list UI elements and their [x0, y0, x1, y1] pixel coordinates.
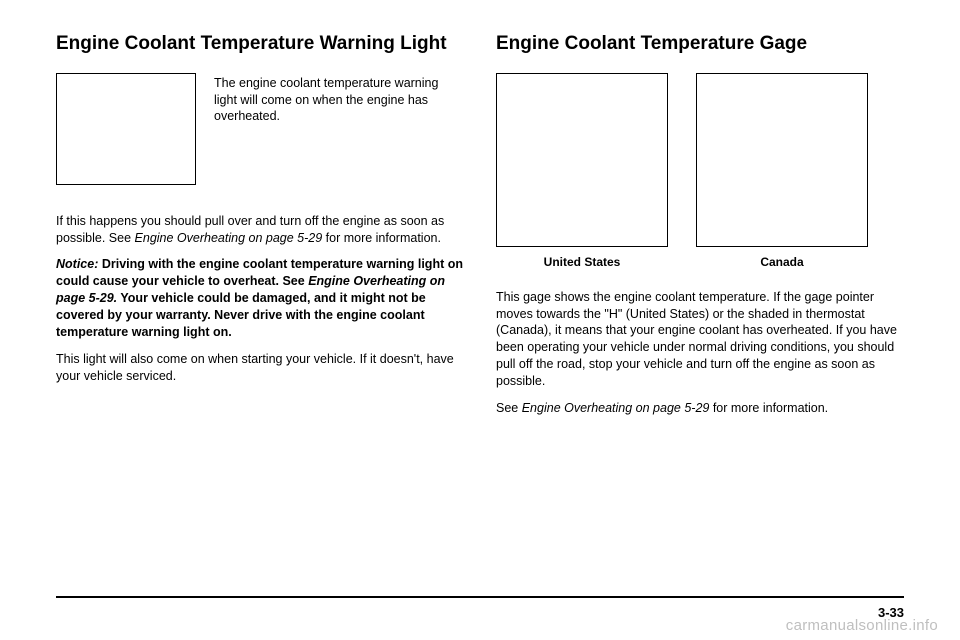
- warning-light-image-placeholder: [56, 73, 196, 185]
- gage-canada-caption: Canada: [760, 255, 803, 269]
- right-paragraph-1: This gage shows the engine coolant tempe…: [496, 289, 904, 390]
- warning-light-section: The engine coolant temperature warning l…: [56, 73, 464, 185]
- right-column: Engine Coolant Temperature Gage United S…: [496, 32, 904, 552]
- footer-rule: [56, 596, 904, 598]
- left-heading: Engine Coolant Temperature Warning Light: [56, 32, 464, 57]
- page-content: Engine Coolant Temperature Warning Light…: [56, 32, 904, 552]
- left-column: Engine Coolant Temperature Warning Light…: [56, 32, 464, 552]
- notice-label: Notice:: [56, 257, 98, 271]
- gage-us-caption: United States: [544, 255, 621, 269]
- gage-canada: Canada: [696, 73, 868, 283]
- left-paragraph-1: If this happens you should pull over and…: [56, 213, 464, 247]
- gage-us-image-placeholder: [496, 73, 668, 247]
- gage-us: United States: [496, 73, 668, 283]
- watermark: carmanualsonline.info: [786, 617, 938, 634]
- gage-images-row: United States Canada: [496, 73, 904, 283]
- text-span: for more information.: [322, 231, 441, 245]
- right-paragraph-2: See Engine Overheating on page 5-29 for …: [496, 400, 904, 417]
- left-notice-paragraph: Notice: Driving with the engine coolant …: [56, 256, 464, 340]
- text-span: See: [496, 401, 522, 415]
- reference-text: Engine Overheating on page 5-29: [135, 231, 323, 245]
- warning-light-caption: The engine coolant temperature warning l…: [214, 73, 464, 185]
- text-span: for more information.: [709, 401, 828, 415]
- left-paragraph-3: This light will also come on when starti…: [56, 351, 464, 385]
- gage-canada-image-placeholder: [696, 73, 868, 247]
- reference-text: Engine Overheating on page 5-29: [522, 401, 710, 415]
- right-heading: Engine Coolant Temperature Gage: [496, 32, 904, 57]
